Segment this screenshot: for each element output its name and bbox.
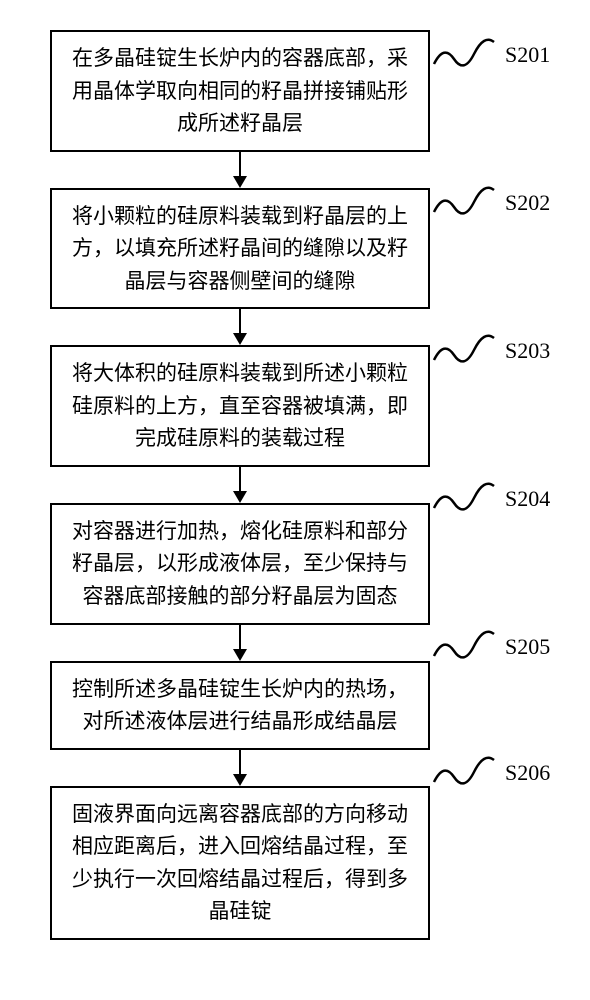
step-box-s205: 控制所述多晶硅锭生长炉内的热场，对所述液体层进行结晶形成结晶层 [50,661,430,750]
step-label-s205: S205 [505,634,550,660]
squiggle-connector [432,626,502,666]
step-text: 控制所述多晶硅锭生长炉内的热场，对所述液体层进行结晶形成结晶层 [66,673,414,738]
step-label-s202: S202 [505,190,550,216]
step-label-s206: S206 [505,760,550,786]
squiggle-connector [432,182,502,222]
step-text: 对容器进行加热，熔化硅原料和部分籽晶层，以形成液体层，至少保持与容器底部接触的部… [66,515,414,613]
step-text: 固液界面向远离容器底部的方向移动相应距离后，进入回熔结晶过程，至少执行一次回熔结… [66,798,414,928]
step-label-s204: S204 [505,486,550,512]
arrow-down [50,309,430,345]
step-box-s203: 将大体积的硅原料装载到所述小颗粒硅原料的上方，直至容器被填满，即完成硅原料的装载… [50,345,430,467]
squiggle-connector [432,752,502,792]
squiggle-connector [432,34,502,74]
step-box-s201: 在多晶硅锭生长炉内的容器底部，采用晶体学取向相同的籽晶拼接铺贴形成所述籽晶层 [50,30,430,152]
squiggle-connector [432,478,502,518]
step-box-s206: 固液界面向远离容器底部的方向移动相应距离后，进入回熔结晶过程，至少执行一次回熔结… [50,786,430,940]
step-box-s204: 对容器进行加热，熔化硅原料和部分籽晶层，以形成液体层，至少保持与容器底部接触的部… [50,503,430,625]
step-text: 将小颗粒的硅原料装载到籽晶层的上方，以填充所述籽晶间的缝隙以及籽晶层与容器侧壁间… [66,200,414,298]
step-text: 在多晶硅锭生长炉内的容器底部，采用晶体学取向相同的籽晶拼接铺贴形成所述籽晶层 [66,42,414,140]
step-box-s202: 将小颗粒的硅原料装载到籽晶层的上方，以填充所述籽晶间的缝隙以及籽晶层与容器侧壁间… [50,188,430,310]
step-text: 将大体积的硅原料装载到所述小颗粒硅原料的上方，直至容器被填满，即完成硅原料的装载… [66,357,414,455]
arrow-down [50,152,430,188]
step-label-s203: S203 [505,338,550,364]
arrow-down [50,750,430,786]
arrow-down [50,625,430,661]
squiggle-connector [432,330,502,370]
step-label-s201: S201 [505,42,550,68]
arrow-down [50,467,430,503]
